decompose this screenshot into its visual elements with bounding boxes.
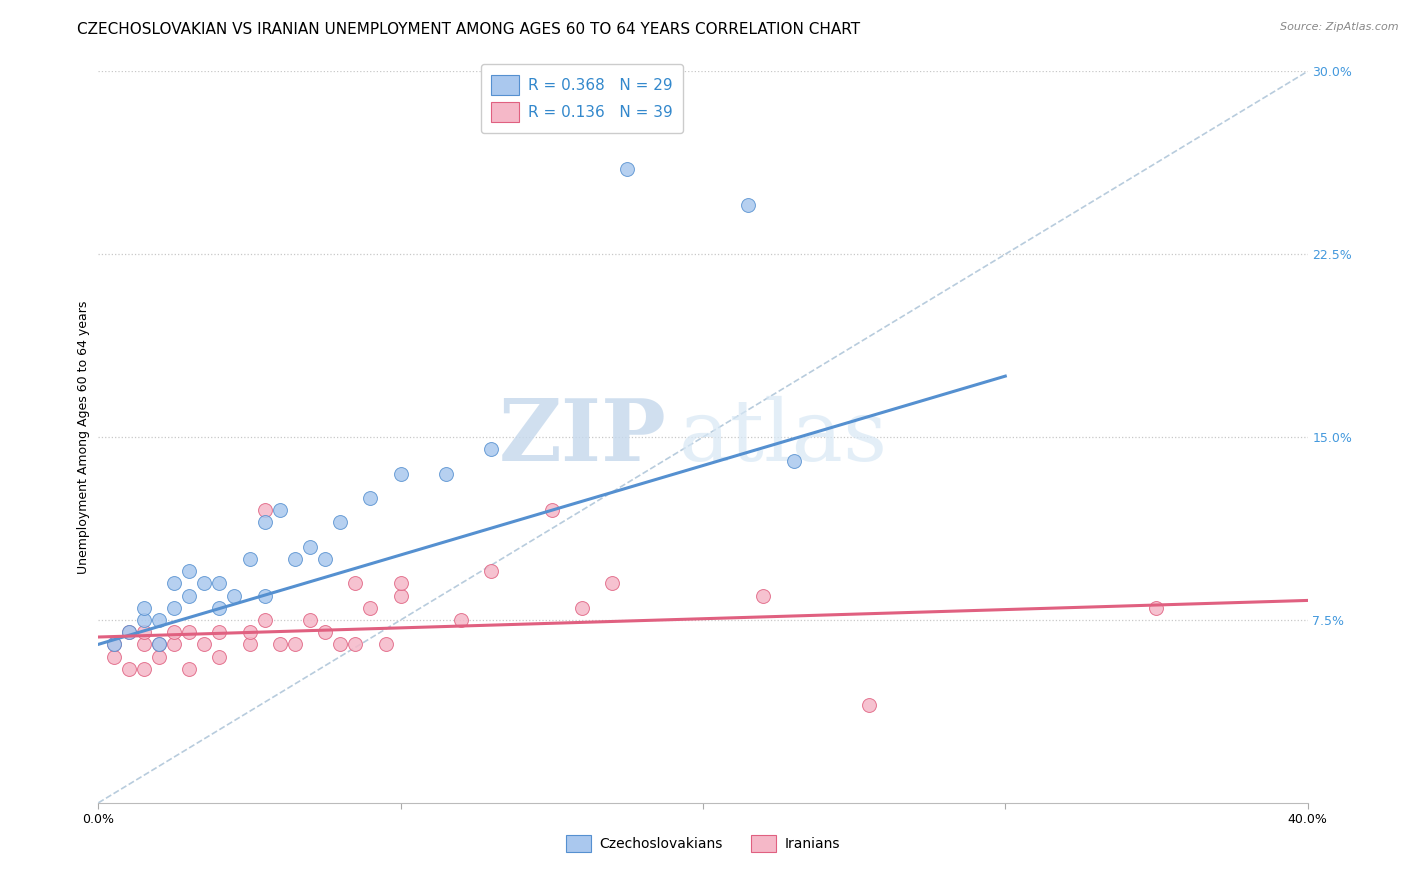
Point [434,467,457,481]
Point [193,576,215,591]
Point [389,576,412,591]
Point [314,552,336,566]
Point [253,516,276,530]
Legend: Czechoslovakians, Iranians: Czechoslovakians, Iranians [561,829,845,858]
Point [253,589,276,603]
Point [193,637,215,651]
Point [118,625,141,640]
Point [239,637,262,651]
Point [118,662,141,676]
Point [163,576,186,591]
Text: ZIP: ZIP [499,395,666,479]
Point [858,698,880,713]
Point [148,637,170,651]
Point [163,637,186,651]
Point [360,600,382,615]
Text: CZECHOSLOVAKIAN VS IRANIAN UNEMPLOYMENT AMONG AGES 60 TO 64 YEARS CORRELATION CH: CZECHOSLOVAKIAN VS IRANIAN UNEMPLOYMENT … [77,22,860,37]
Point [314,625,336,640]
Point [179,589,201,603]
Point [163,625,186,640]
Point [783,454,806,468]
Point [239,552,262,566]
Point [299,613,322,627]
Point [602,576,624,591]
Point [344,576,367,591]
Point [389,589,412,603]
Point [239,625,262,640]
Point [132,662,155,676]
Point [148,649,170,664]
Point [269,503,291,517]
Point [118,625,141,640]
Y-axis label: Unemployment Among Ages 60 to 64 years: Unemployment Among Ages 60 to 64 years [77,301,90,574]
Point [103,649,125,664]
Point [329,516,352,530]
Point [163,600,186,615]
Point [103,637,125,651]
Point [752,589,775,603]
Point [481,442,503,457]
Point [132,625,155,640]
Point [132,637,155,651]
Point [208,600,231,615]
Point [737,198,759,212]
Text: atlas: atlas [679,395,889,479]
Point [450,613,472,627]
Point [208,576,231,591]
Point [179,662,201,676]
Point [253,613,276,627]
Point [208,649,231,664]
Point [389,467,412,481]
Point [148,637,170,651]
Point [132,613,155,627]
Point [269,637,291,651]
Point [253,503,276,517]
Point [344,637,367,651]
Point [148,613,170,627]
Point [299,540,322,554]
Point [481,564,503,578]
Point [1144,600,1167,615]
Point [360,491,382,505]
Point [571,600,593,615]
Point [179,564,201,578]
Point [224,589,246,603]
Point [540,503,562,517]
Point [132,600,155,615]
Text: Source: ZipAtlas.com: Source: ZipAtlas.com [1281,22,1399,32]
Point [284,637,307,651]
Point [179,625,201,640]
Point [284,552,307,566]
Point [103,637,125,651]
Point [374,637,396,651]
Point [329,637,352,651]
Point [208,625,231,640]
Point [616,161,638,176]
